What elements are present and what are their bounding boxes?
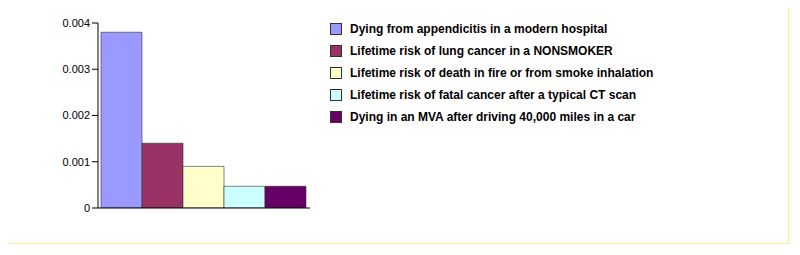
svg-text:0.001: 0.001	[62, 156, 90, 168]
svg-text:0.004: 0.004	[62, 17, 90, 29]
svg-text:0: 0	[84, 202, 90, 214]
html-text:Dying in an MVA after driving: Dying in an MVA after driving 40,000 mil…	[350, 110, 636, 124]
svg-text:0.002: 0.002	[62, 109, 90, 121]
svg-text:0.003: 0.003	[62, 63, 90, 75]
html-text:Lifetime risk of death in fire: Lifetime risk of death in fire or from s…	[350, 66, 654, 80]
html-text:Lifetime risk of fatal cancer: Lifetime risk of fatal cancer after a ty…	[350, 88, 637, 102]
html-text:Lifetime risk of lung cancer i: Lifetime risk of lung cancer in a NONSMO…	[350, 44, 613, 58]
html-text:Dying from appendicitis in a m: Dying from appendicitis in a modern hosp…	[350, 22, 608, 36]
